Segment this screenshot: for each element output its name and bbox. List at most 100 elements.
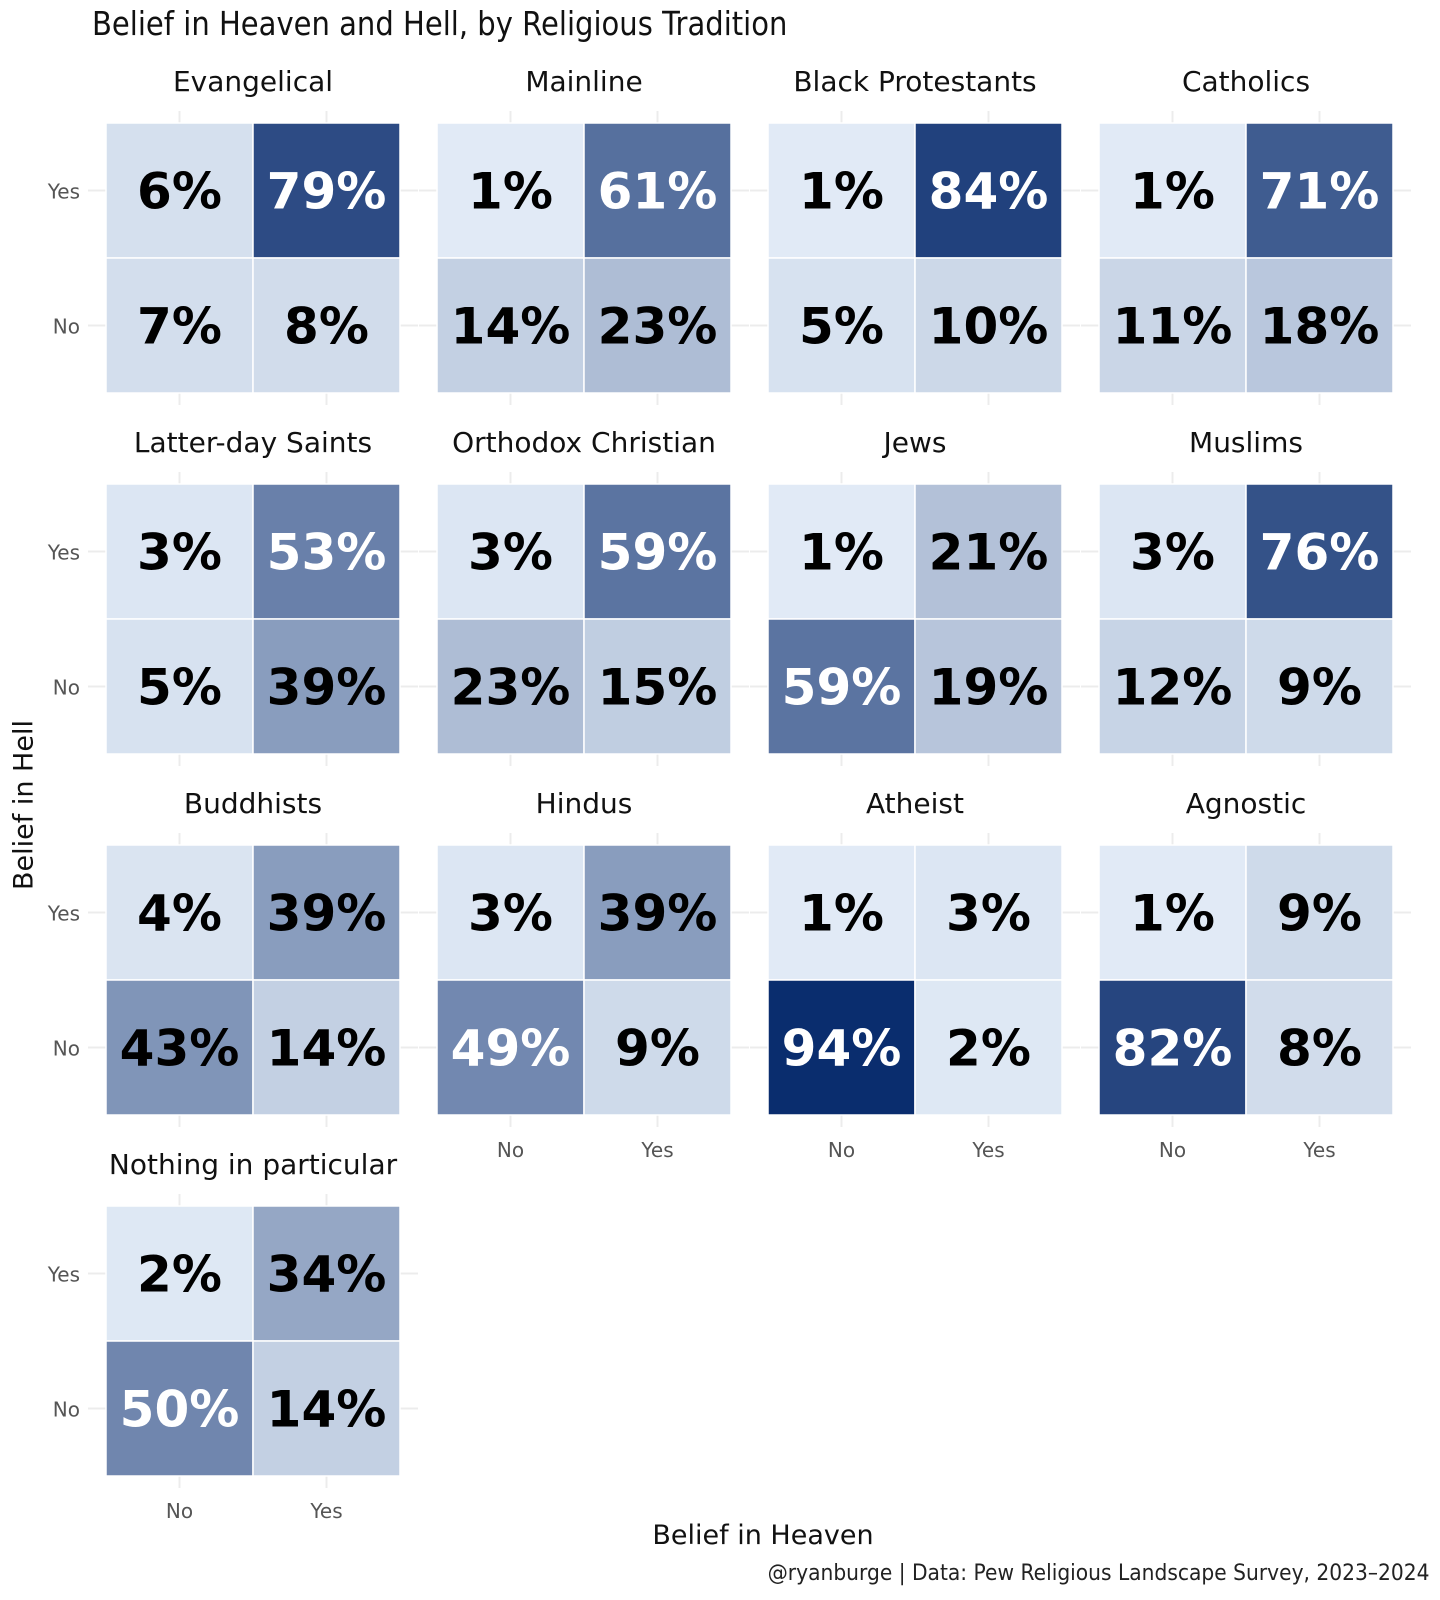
y-tick-label: No [53,1037,80,1061]
heatmap-tile [105,483,254,620]
heatmap-tile [105,257,254,394]
heatmap-tile [583,844,732,981]
heatmap-tile [583,257,732,394]
tile-value-label: 7% [137,298,222,356]
tile-value-label: 59% [598,524,718,582]
heatmap-tile [105,844,254,981]
x-tick-label: No [497,1138,524,1162]
facet-title: Muslims [1189,426,1303,459]
facet-muslims: Muslims 3% 76% 12% 9% [1081,426,1411,766]
heatmap-tile [1245,618,1394,755]
tile-value-label: 50% [120,1381,240,1439]
x-tick-label: Yes [1302,1138,1335,1162]
tile-value-label: 76% [1260,524,1380,582]
x-tick-label: No [1159,1138,1186,1162]
heatmap-tile [436,257,585,394]
heatmap-tile [1245,844,1394,981]
heatmap-tile [252,1340,401,1477]
tile-value-label: 5% [799,298,884,356]
facet-mainline: Mainline 1% 61% 14% 23% [419,65,749,405]
heatmap-tile [914,979,1063,1116]
chart-title: Belief in Heaven and Hell, by Religious … [92,4,788,43]
tile-value-label: 14% [451,298,571,356]
facet-title: Nothing in particular [109,1148,398,1181]
y-tick-label: No [53,1398,80,1422]
tile-value-label: 2% [946,1020,1031,1078]
heatmap-tile [436,122,585,259]
tile-value-label: 3% [946,885,1031,943]
heatmap-tile [914,122,1063,259]
tile-value-label: 15% [598,659,718,717]
heatmap-tile [252,979,401,1116]
x-tick-label: No [166,1499,193,1523]
facet-title: Black Protestants [793,65,1036,98]
facet-title: Atheist [866,787,964,820]
tile-value-label: 4% [137,885,222,943]
facet-title: Buddhists [184,787,322,820]
facet-title: Latter-day Saints [134,426,372,459]
heatmap-tile [252,618,401,755]
facet-nothing-in-particular: Nothing in particular 2% 34% 50% 14% Yes No No Y… [47,1148,418,1523]
facet-latter-day-saints: Latter-day Saints 3% 53% 5% 39% Yes No [47,426,418,766]
chart-caption: @ryanburge | Data: Pew Religious Landsca… [768,1561,1430,1586]
facet-title: Catholics [1182,65,1310,98]
tile-value-label: 3% [468,885,553,943]
heatmap-tile [583,618,732,755]
facet-jews: Jews 1% 21% 59% 19% [750,426,1080,766]
tile-value-label: 71% [1260,163,1380,221]
tile-value-label: 5% [137,659,222,717]
heatmap-tile [436,979,585,1116]
facet-title: Jews [882,426,947,459]
facet-evangelical: Evangelical 6% 79% 7% 8% Yes No [47,65,418,405]
tile-value-label: 34% [267,1246,387,1304]
tile-value-label: 3% [468,524,553,582]
heatmap-tile [914,618,1063,755]
x-tick-label: No [828,1138,855,1162]
facet-title: Agnostic [1186,787,1307,820]
tile-value-label: 11% [1113,298,1233,356]
tile-value-label: 84% [929,163,1049,221]
tile-value-label: 39% [598,885,718,943]
tile-value-label: 14% [267,1020,387,1078]
tile-value-label: 43% [120,1020,240,1078]
tile-value-label: 1% [799,163,884,221]
x-tick-label: Yes [640,1138,673,1162]
tile-value-label: 21% [929,524,1049,582]
heatmap-tile [767,979,916,1116]
tile-value-label: 2% [137,1246,222,1304]
heatmap-tile [252,483,401,620]
y-tick-label: No [53,315,80,339]
tile-value-label: 1% [1130,885,1215,943]
facet-buddhists: Buddhists 4% 39% 43% 14% Yes No [47,787,418,1127]
heatmap-tile [252,122,401,259]
tile-value-label: 3% [137,524,222,582]
tile-value-label: 39% [267,885,387,943]
heatmap-tile [105,1340,254,1477]
tile-value-label: 3% [1130,524,1215,582]
facet-catholics: Catholics 1% 71% 11% 18% [1081,65,1411,405]
tile-value-label: 9% [615,1020,700,1078]
y-tick-label: Yes [47,180,80,204]
y-axis-title: Belief in Hell [8,720,40,890]
heatmap-tile [914,257,1063,394]
tile-value-label: 12% [1113,659,1233,717]
tile-value-label: 14% [267,1381,387,1439]
x-tick-label: Yes [309,1499,342,1523]
heatmap-tile [1098,257,1247,394]
heatmap-tile [914,844,1063,981]
heatmap-tile [1245,122,1394,259]
tile-value-label: 53% [267,524,387,582]
tile-value-label: 19% [929,659,1049,717]
heatmap-tile [583,122,732,259]
tile-value-label: 8% [284,298,369,356]
x-axis-title: Belief in Heaven [652,1520,874,1551]
tile-value-label: 59% [782,659,902,717]
y-tick-label: No [53,676,80,700]
tile-value-label: 9% [1277,885,1362,943]
tile-value-label: 9% [1277,659,1362,717]
facet-title: Evangelical [173,65,333,98]
facet-title: Mainline [525,65,642,98]
tile-value-label: 49% [451,1020,571,1078]
